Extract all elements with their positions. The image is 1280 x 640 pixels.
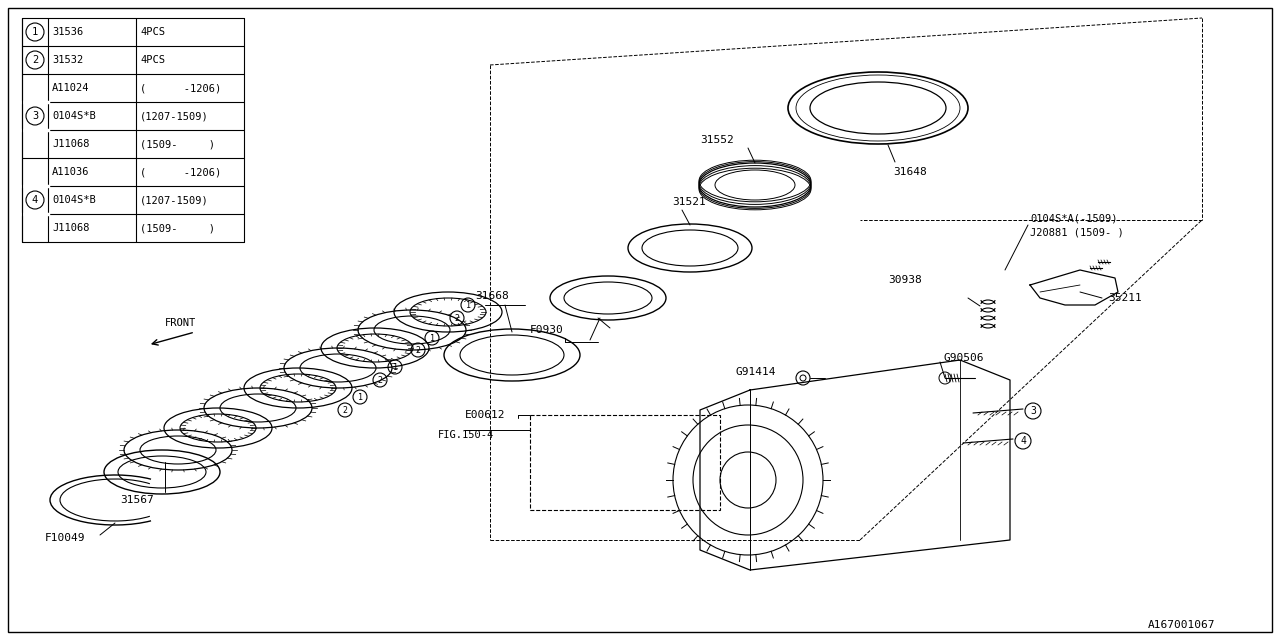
Text: J20881 (1509- ): J20881 (1509- ) (1030, 227, 1124, 237)
Text: F0930: F0930 (530, 325, 563, 335)
Text: 2: 2 (32, 55, 38, 65)
Text: FRONT: FRONT (165, 318, 196, 328)
Text: 4: 4 (32, 195, 38, 205)
Text: 31668: 31668 (475, 291, 508, 301)
Bar (530, 415, 721, 510)
Text: J11068: J11068 (52, 223, 90, 233)
Text: 31567: 31567 (120, 495, 154, 505)
Text: 30938: 30938 (888, 275, 922, 285)
Text: 31521: 31521 (672, 197, 705, 207)
Text: 4: 4 (1020, 436, 1027, 446)
Text: 2: 2 (343, 406, 347, 415)
Text: 1: 1 (466, 301, 471, 310)
Text: 35211: 35211 (1108, 293, 1142, 303)
Text: (      -1206): ( -1206) (140, 167, 221, 177)
Text: 2: 2 (416, 346, 421, 355)
Text: (1509-     ): (1509- ) (140, 223, 215, 233)
Text: J11068: J11068 (52, 139, 90, 149)
Text: (1207-1509): (1207-1509) (140, 111, 209, 121)
Text: A11036: A11036 (52, 167, 90, 177)
Text: 3: 3 (32, 111, 38, 121)
Text: 31532: 31532 (52, 55, 83, 65)
Text: 31648: 31648 (893, 167, 927, 177)
Text: 1: 1 (357, 392, 362, 401)
Text: FIG.150-4: FIG.150-4 (438, 430, 494, 440)
Text: 1: 1 (393, 362, 398, 371)
Text: 3: 3 (1030, 406, 1036, 416)
Text: F10049: F10049 (45, 533, 86, 543)
Text: 1: 1 (32, 27, 38, 37)
Text: A167001067: A167001067 (1148, 620, 1216, 630)
Text: 31536: 31536 (52, 27, 83, 37)
Text: (1509-     ): (1509- ) (140, 139, 215, 149)
Text: 4PCS: 4PCS (140, 27, 165, 37)
Text: 0104S*B: 0104S*B (52, 195, 96, 205)
Text: 1: 1 (430, 333, 434, 342)
Text: (1207-1509): (1207-1509) (140, 195, 209, 205)
Text: E00612: E00612 (465, 410, 506, 420)
Text: 0104S*A(-1509): 0104S*A(-1509) (1030, 213, 1117, 223)
Text: (      -1206): ( -1206) (140, 83, 221, 93)
Text: 0104S*B: 0104S*B (52, 111, 96, 121)
Text: A11024: A11024 (52, 83, 90, 93)
Text: G90506: G90506 (943, 353, 983, 363)
Text: 4PCS: 4PCS (140, 55, 165, 65)
Text: 2: 2 (378, 376, 383, 385)
Text: 31552: 31552 (700, 135, 733, 145)
Text: 2: 2 (454, 314, 460, 323)
Text: G91414: G91414 (735, 367, 776, 377)
